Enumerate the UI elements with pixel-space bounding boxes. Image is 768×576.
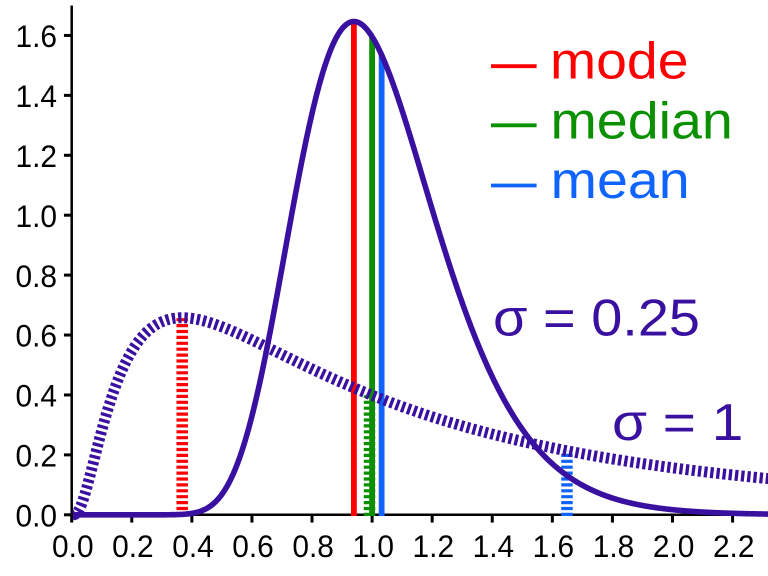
svg-text:1.2: 1.2 [413,528,455,564]
svg-text:σ = 1: σ = 1 [612,394,743,452]
svg-text:2.2: 2.2 [713,528,755,564]
svg-text:0.6: 0.6 [16,318,58,354]
svg-text:0.8: 0.8 [16,258,58,294]
svg-text:0.4: 0.4 [16,378,58,414]
svg-text:0.2: 0.2 [112,528,154,564]
svg-text:median: median [551,93,733,151]
svg-text:0.6: 0.6 [232,528,274,564]
svg-text:0.8: 0.8 [292,528,334,564]
svg-text:1.0: 1.0 [16,198,58,234]
svg-text:1.4: 1.4 [16,78,58,114]
svg-text:σ = 0.25: σ = 0.25 [493,289,700,347]
svg-text:0.0: 0.0 [16,498,58,534]
svg-text:0.0: 0.0 [52,528,94,564]
svg-text:2.0: 2.0 [653,528,695,564]
svg-text:1.6: 1.6 [533,528,575,564]
svg-text:0.4: 0.4 [172,528,214,564]
svg-text:mode: mode [550,33,689,91]
svg-text:1.4: 1.4 [473,528,515,564]
svg-text:1.8: 1.8 [593,528,635,564]
svg-text:mean: mean [551,152,690,210]
svg-text:0.2: 0.2 [16,438,58,474]
svg-text:1.6: 1.6 [16,18,58,54]
svg-text:1.0: 1.0 [352,528,394,564]
svg-text:1.2: 1.2 [16,138,58,174]
